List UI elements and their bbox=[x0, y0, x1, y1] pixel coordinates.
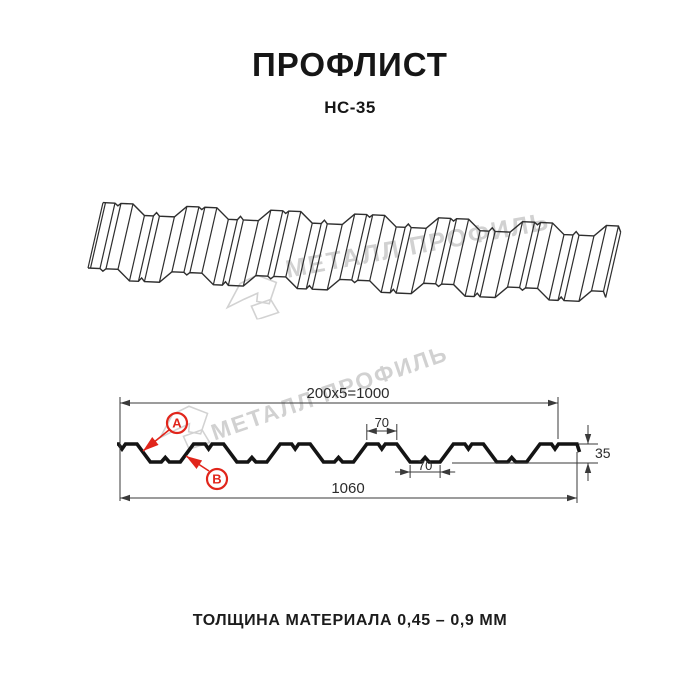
callout-b: B bbox=[185, 455, 229, 491]
profile-3d-drawing bbox=[86, 201, 622, 304]
dim-bottom-flange-label: 70 bbox=[418, 458, 432, 473]
dim-height-label: 35 bbox=[595, 445, 611, 461]
dim-overall-label: 1060 bbox=[331, 480, 364, 497]
metall-profil-logo-icon bbox=[225, 274, 280, 321]
profile-section-drawing: 200x5=1000 70 70 35 1060 A B bbox=[117, 385, 611, 503]
material-thickness-note: ТОЛЩИНА МАТЕРИАЛА 0,45 – 0,9 ММ bbox=[192, 612, 508, 629]
callout-a: A bbox=[142, 411, 189, 452]
page-title: ПРОФЛИСТ bbox=[252, 46, 448, 83]
dim-coverage-label: 200x5=1000 bbox=[307, 385, 390, 402]
dim-top-flange-label: 70 bbox=[375, 415, 389, 430]
callout-b-label: B bbox=[212, 472, 221, 487]
section-profile-outline bbox=[117, 442, 582, 464]
metall-profil-logo-icon bbox=[158, 405, 211, 451]
profile-code: НС-35 bbox=[324, 98, 376, 117]
callout-a-label: A bbox=[172, 416, 182, 431]
